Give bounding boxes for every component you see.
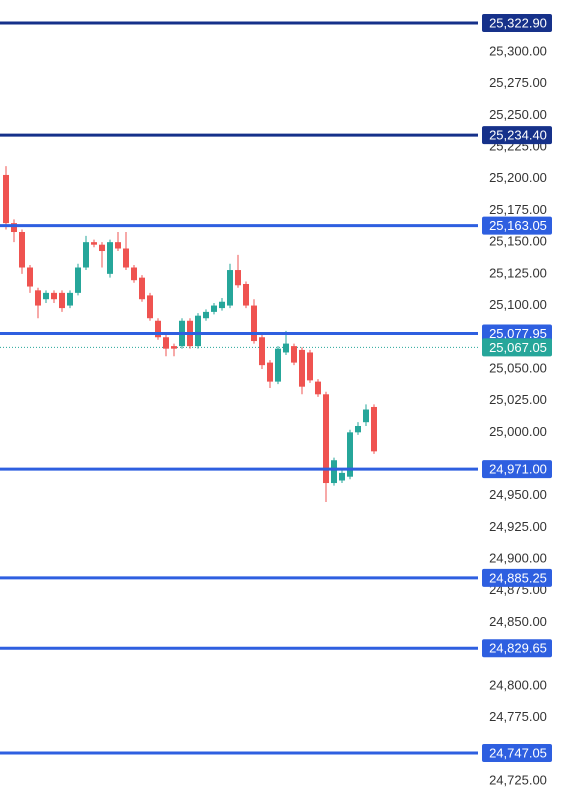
candle-body	[371, 406, 377, 452]
candle-body	[331, 460, 337, 484]
candle-body	[195, 315, 201, 347]
candle-body	[131, 267, 137, 281]
candle-body	[43, 292, 49, 300]
level-label: 25,163.05	[489, 218, 547, 233]
candle-body	[235, 270, 241, 286]
y-tick-label: 25,025.00	[489, 392, 547, 407]
candle-body	[315, 381, 321, 395]
candle-body	[347, 432, 353, 477]
candle-body	[139, 277, 145, 300]
candle-body	[171, 346, 177, 349]
candle-body	[155, 320, 161, 338]
candle-body	[99, 244, 105, 252]
y-tick-label: 24,900.00	[489, 551, 547, 566]
candle-body	[147, 295, 153, 319]
y-tick-label: 24,850.00	[489, 614, 547, 629]
y-tick-label: 25,000.00	[489, 424, 547, 439]
candle-body	[19, 232, 25, 268]
candle-body	[219, 301, 225, 309]
candle-body	[83, 242, 89, 268]
y-tick-label: 25,275.00	[489, 75, 547, 90]
level-label-box	[482, 744, 552, 763]
level-label-box	[482, 324, 552, 343]
y-tick-label: 24,925.00	[489, 519, 547, 534]
current-price-label: 25,067.05	[489, 340, 547, 355]
level-label-box	[482, 639, 552, 658]
candle-body	[123, 248, 129, 268]
level-label: 24,971.00	[489, 462, 547, 477]
y-tick-label: 25,150.00	[489, 234, 547, 249]
candle-body	[307, 352, 313, 381]
candle-body	[211, 305, 217, 312]
candle-body	[11, 223, 17, 233]
level-label: 24,885.25	[489, 570, 547, 585]
candle-body	[275, 348, 281, 382]
level-label: 25,234.40	[489, 128, 547, 143]
y-tick-label: 24,725.00	[489, 772, 547, 787]
y-tick-label: 25,050.00	[489, 360, 547, 375]
candle-body	[355, 425, 361, 433]
candle-body	[115, 242, 121, 249]
y-tick-label: 25,250.00	[489, 107, 547, 122]
level-label-box	[482, 13, 552, 32]
y-tick-label: 25,300.00	[489, 43, 547, 58]
level-label: 25,322.90	[489, 15, 547, 30]
candle-body	[363, 409, 369, 423]
candle-body	[107, 242, 113, 274]
candle-body	[243, 283, 249, 306]
current-price-box	[482, 338, 552, 357]
level-label: 25,077.95	[489, 326, 547, 341]
candle-body	[27, 267, 33, 287]
candle-body	[51, 292, 57, 300]
level-label-box	[482, 460, 552, 479]
candle-body	[267, 362, 273, 382]
y-tick-label: 25,200.00	[489, 170, 547, 185]
candle-body	[227, 270, 233, 306]
candle-body	[67, 292, 73, 306]
candle-body	[339, 472, 345, 481]
level-label-box	[482, 126, 552, 145]
level-label: 24,747.05	[489, 745, 547, 760]
y-tick-label: 25,125.00	[489, 265, 547, 280]
candle-body	[35, 290, 41, 306]
candle-body	[75, 267, 81, 293]
candle-body	[59, 292, 65, 309]
candle-body	[323, 394, 329, 484]
y-tick-label: 24,775.00	[489, 709, 547, 724]
y-tick-label: 25,100.00	[489, 297, 547, 312]
candle-body	[251, 305, 257, 342]
candle-body	[203, 311, 209, 319]
candle-body	[299, 349, 305, 387]
level-label-box	[482, 216, 552, 235]
candle-body	[259, 337, 265, 366]
y-tick-label: 24,950.00	[489, 487, 547, 502]
candle-body	[91, 242, 97, 245]
level-label-box	[482, 568, 552, 587]
y-tick-label: 24,800.00	[489, 677, 547, 692]
candle-body	[3, 174, 9, 224]
y-tick-label: 25,175.00	[489, 202, 547, 217]
candle-body	[163, 337, 169, 349]
candle-body	[283, 343, 289, 353]
candle-body	[291, 346, 297, 363]
level-label: 24,829.65	[489, 641, 547, 656]
